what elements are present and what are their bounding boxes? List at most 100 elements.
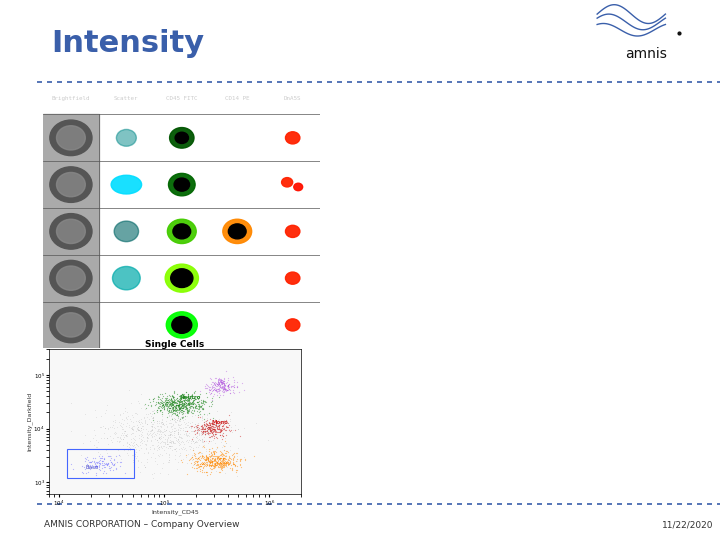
Point xyxy=(211,451,222,460)
Point xyxy=(171,436,182,444)
Point xyxy=(222,383,233,391)
Point xyxy=(193,396,204,405)
Point xyxy=(148,443,160,452)
Point xyxy=(207,427,219,435)
Point xyxy=(173,403,184,411)
Point xyxy=(168,438,180,447)
Point xyxy=(78,465,90,474)
Point xyxy=(211,458,222,467)
Point xyxy=(156,443,167,451)
Point xyxy=(184,407,195,416)
Point xyxy=(213,385,225,394)
Point xyxy=(206,377,217,386)
Point xyxy=(107,461,119,469)
Point xyxy=(175,393,186,401)
Point xyxy=(176,400,187,409)
Point xyxy=(182,437,194,446)
Point xyxy=(189,406,200,415)
Point xyxy=(164,400,176,409)
Point xyxy=(202,382,214,390)
Point xyxy=(179,403,191,411)
Point xyxy=(201,420,212,428)
Point xyxy=(142,427,153,435)
Point xyxy=(209,452,220,461)
Point xyxy=(84,465,96,474)
Point xyxy=(210,431,221,440)
Point xyxy=(145,453,157,462)
Point xyxy=(202,454,213,463)
Point xyxy=(209,379,220,387)
Point xyxy=(196,465,207,474)
Point xyxy=(181,436,193,444)
Point xyxy=(213,452,225,461)
Point xyxy=(184,399,195,408)
Point xyxy=(143,414,155,423)
Point xyxy=(217,455,229,463)
Point xyxy=(225,381,237,390)
Point xyxy=(76,468,88,477)
Point xyxy=(194,456,206,464)
Point xyxy=(135,426,147,435)
Point xyxy=(108,456,120,464)
Point xyxy=(203,433,215,441)
Point xyxy=(109,411,120,420)
Point xyxy=(228,459,239,468)
Point xyxy=(216,454,228,463)
Point xyxy=(127,424,138,433)
Point xyxy=(214,390,225,399)
Point xyxy=(174,417,186,426)
Point xyxy=(166,407,178,416)
Point xyxy=(191,422,202,431)
Point xyxy=(174,407,185,416)
Point xyxy=(214,427,225,436)
Point xyxy=(212,453,224,461)
Point xyxy=(207,449,218,458)
Point xyxy=(202,460,213,468)
Point xyxy=(144,443,156,451)
Point xyxy=(230,449,241,457)
Point xyxy=(194,464,205,473)
Point xyxy=(212,422,224,430)
Point xyxy=(206,454,217,462)
Point xyxy=(203,418,215,427)
Point xyxy=(169,406,181,415)
Point xyxy=(227,454,238,462)
Point xyxy=(203,423,215,432)
Point xyxy=(206,431,217,440)
Point xyxy=(207,457,218,465)
Point xyxy=(168,408,179,417)
Point xyxy=(161,397,172,406)
Point xyxy=(217,454,229,463)
Point xyxy=(189,422,201,430)
Point xyxy=(164,403,176,412)
Point xyxy=(197,405,209,414)
Point xyxy=(206,422,217,430)
Point xyxy=(174,408,185,417)
Point xyxy=(191,397,202,406)
Point xyxy=(180,437,192,445)
Point xyxy=(168,398,180,407)
Point xyxy=(88,457,99,465)
Point xyxy=(176,404,188,413)
Point xyxy=(171,403,182,412)
Point xyxy=(141,429,153,438)
Point xyxy=(166,399,177,408)
Point xyxy=(156,417,168,426)
Point xyxy=(197,416,208,424)
Circle shape xyxy=(56,266,86,291)
Point xyxy=(176,401,187,410)
Point xyxy=(182,430,194,439)
Point xyxy=(197,399,208,407)
Point xyxy=(145,470,157,479)
Point xyxy=(174,397,185,406)
Point xyxy=(125,429,137,438)
Point xyxy=(158,424,170,433)
Point xyxy=(176,401,188,410)
Point xyxy=(168,397,180,406)
Point xyxy=(210,384,221,393)
Point xyxy=(167,442,179,450)
Point xyxy=(199,418,211,427)
Point xyxy=(217,385,229,394)
Point xyxy=(225,417,236,426)
Point xyxy=(171,396,183,405)
